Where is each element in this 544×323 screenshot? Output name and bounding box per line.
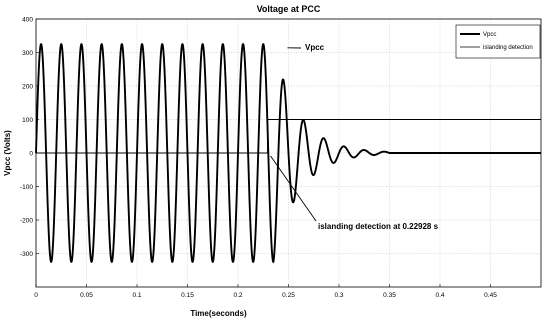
islanding-annotation: islanding detection at 0.22928 s: [318, 222, 439, 231]
x-tick-label: 0.15: [181, 292, 194, 299]
x-tick-label: 0.25: [282, 292, 295, 299]
x-tick-label: 0.1: [132, 292, 141, 299]
chart-title: Voltage at PCC: [257, 4, 321, 14]
y-tick-label: -100: [20, 184, 33, 191]
y-tick-label: -200: [20, 217, 33, 224]
x-tick-label: 0: [34, 292, 38, 299]
legend: Vpcc islanding detection: [455, 24, 541, 59]
series-lines: [35, 43, 542, 263]
vpcc-annotation: Vpcc: [305, 43, 325, 52]
legend-label-vpcc: Vpcc: [483, 32, 496, 38]
y-tick-label: 0: [29, 150, 33, 157]
x-tick-label: 0.2: [233, 292, 242, 299]
y-tick-label: 100: [22, 117, 33, 124]
x-tick-label: 0.4: [435, 292, 444, 299]
x-tick-label: 0.45: [484, 292, 497, 299]
y-tick-label: -300: [20, 251, 33, 258]
series-islanding-detection: [36, 119, 541, 154]
series-vpcc: [35, 43, 542, 263]
plot-area: [35, 18, 542, 288]
islanding-arrow: [270, 155, 317, 222]
y-tick-label: 300: [22, 50, 33, 57]
y-axis-label: Vpcc (Volts): [3, 130, 12, 176]
annotations: Vpcc islanding detection at 0.22928 s: [270, 43, 439, 231]
x-tick-label: 0.3: [334, 292, 343, 299]
tick-labels: 0 0.05 0.1 0.15 0.2 0.25 0.3 0.35 0.4 0.45 -300 -20…: [20, 16, 497, 299]
legend-box: [455, 24, 541, 59]
legend-label-islanding: islanding detection: [483, 45, 533, 51]
y-tick-label: 400: [22, 16, 33, 23]
x-axis-label: Time(seconds): [190, 309, 247, 318]
y-tick-label: 200: [22, 83, 33, 90]
x-tick-label: 0.35: [383, 292, 396, 299]
x-tick-label: 0.05: [80, 292, 93, 299]
